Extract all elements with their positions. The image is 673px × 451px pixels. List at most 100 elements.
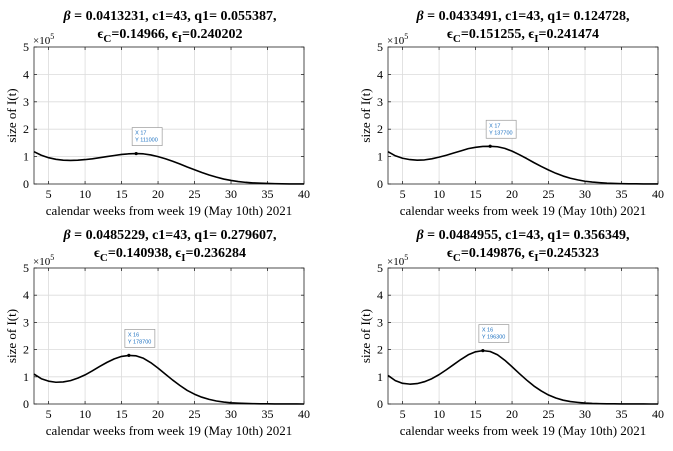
x-tick-label: 30 (579, 407, 591, 421)
y-tick-label: 1 (377, 370, 383, 384)
datatip-y: Y 196300 (482, 335, 505, 341)
datatip-marker (488, 144, 492, 148)
axes-box (33, 46, 305, 185)
y-tick-label: 3 (23, 95, 29, 109)
x-axis-label: calendar weeks from week 19 (May 10th) 2… (46, 423, 293, 438)
datatip-box (485, 119, 517, 139)
y-tick-label: 1 (23, 370, 29, 384)
x-tick-label: 5 (46, 407, 52, 421)
x-tick-label: 30 (225, 407, 237, 421)
x-tick-label: 35 (616, 187, 628, 201)
datatip-y: Y 178700 (128, 339, 151, 345)
chart-title-line2: ϵC=0.14966, ϵI=0.240202 (97, 27, 242, 45)
chart-panel-1: 5 10 15 20 25 30 35 40 0 1 2 3 4 5 ×105 X 17Y 111000 cal… (4, 9, 310, 218)
x-tick-label: 15 (116, 187, 128, 201)
x-tick-label: 5 (400, 187, 406, 201)
x-tick-label: 10 (79, 187, 91, 201)
x-axis-label: calendar weeks from week 19 (May 10th) 2… (46, 203, 293, 218)
datatip-x: X 17 (135, 131, 146, 137)
x-tick-label: 25 (189, 407, 201, 421)
datatip-y: Y 137700 (489, 130, 512, 136)
y-tick-label: 5 (377, 261, 383, 275)
x-tick-label: 40 (652, 187, 664, 201)
datatip-marker (481, 349, 485, 353)
axes-box (387, 46, 659, 185)
series-line (33, 354, 305, 405)
plot-area (388, 47, 658, 184)
axes-box (33, 267, 305, 405)
x-tick-label: 25 (543, 407, 555, 421)
datatip-marker (127, 353, 131, 357)
chart-title-line1: β = 0.0484955, c1=43, q1= 0.356349, (415, 228, 629, 243)
y-tick-label: 0 (23, 397, 29, 411)
y-axis-label: size of I(t) (4, 88, 19, 142)
y-tick-label: 4 (377, 67, 383, 81)
axes-box (387, 267, 659, 405)
series-line (387, 145, 659, 185)
x-tick-label: 10 (79, 407, 91, 421)
plot-area (34, 268, 304, 404)
y-tick-label: 1 (23, 150, 29, 164)
x-tick-label: 30 (225, 187, 237, 201)
datatip-y: Y 111000 (135, 138, 158, 144)
y-tick-label: 4 (377, 288, 383, 302)
chart-panel-3: 5 10 15 20 25 30 35 40 0 1 2 3 4 5 ×105 X 16Y 178700 cal… (4, 228, 310, 438)
x-tick-label: 40 (298, 187, 310, 201)
y-multiplier: ×105 (387, 32, 408, 47)
x-tick-label: 5 (46, 187, 52, 201)
plot-area (34, 47, 304, 184)
x-tick-label: 15 (470, 407, 482, 421)
y-tick-label: 5 (23, 261, 29, 275)
y-tick-label: 2 (23, 343, 29, 357)
x-tick-label: 20 (506, 407, 518, 421)
datatip-box (124, 329, 156, 348)
y-tick-label: 3 (23, 315, 29, 329)
chart-panel-4: 5 10 15 20 25 30 35 40 0 1 2 3 4 5 ×105 X 16Y 196300 cal… (358, 228, 664, 438)
y-tick-label: 5 (23, 40, 29, 54)
chart-title-line2: ϵC=0.140938, ϵI=0.236284 (94, 246, 246, 264)
x-tick-label: 10 (433, 187, 445, 201)
datatip-box (478, 324, 510, 343)
datatip-x: X 16 (128, 332, 139, 338)
x-tick-label: 40 (652, 407, 664, 421)
y-tick-label: 1 (377, 150, 383, 164)
x-tick-label: 40 (298, 407, 310, 421)
datatip-x: X 17 (489, 123, 500, 129)
y-multiplier: ×105 (387, 253, 408, 268)
y-tick-label: 3 (377, 315, 383, 329)
chart-title-line2: ϵC=0.151255, ϵI=0.241474 (447, 27, 599, 45)
x-tick-label: 10 (433, 407, 445, 421)
x-tick-label: 30 (579, 187, 591, 201)
x-tick-label: 35 (616, 407, 628, 421)
x-tick-label: 35 (262, 407, 274, 421)
x-tick-label: 5 (400, 407, 406, 421)
y-multiplier: ×105 (33, 32, 54, 47)
y-tick-label: 3 (377, 95, 383, 109)
y-axis-label: size of I(t) (4, 309, 19, 363)
x-tick-label: 35 (262, 187, 274, 201)
y-axis-label: size of I(t) (358, 309, 373, 363)
y-tick-label: 4 (23, 288, 29, 302)
y-multiplier: ×105 (33, 253, 54, 268)
y-tick-label: 2 (377, 122, 383, 136)
series-line (387, 349, 658, 405)
chart-title-line2: ϵC=0.149876, ϵI=0.245323 (447, 246, 599, 264)
chart-panel-2: 5 10 15 20 25 30 35 40 0 1 2 3 4 5 ×105 X 17Y 137700 cal… (358, 9, 664, 218)
x-tick-label: 15 (116, 407, 128, 421)
x-tick-label: 15 (470, 187, 482, 201)
chart-title-line1: β = 0.0433491, c1=43, q1= 0.124728, (415, 9, 629, 24)
x-axis-label: calendar weeks from week 19 (May 10th) 2… (400, 423, 647, 438)
x-tick-label: 20 (152, 187, 164, 201)
x-tick-label: 20 (152, 407, 164, 421)
y-axis-label: size of I(t) (358, 88, 373, 142)
x-axis-label: calendar weeks from week 19 (May 10th) 2… (400, 203, 647, 218)
datatip-x: X 16 (482, 328, 493, 334)
y-tick-label: 0 (23, 177, 29, 191)
y-tick-label: 2 (377, 343, 383, 357)
plot-area (388, 268, 658, 404)
datatip-box (131, 127, 163, 146)
y-tick-label: 2 (23, 122, 29, 136)
series-line (33, 150, 305, 185)
chart-title-line1: β = 0.0485229, c1=43, q1= 0.279607, (62, 228, 276, 243)
